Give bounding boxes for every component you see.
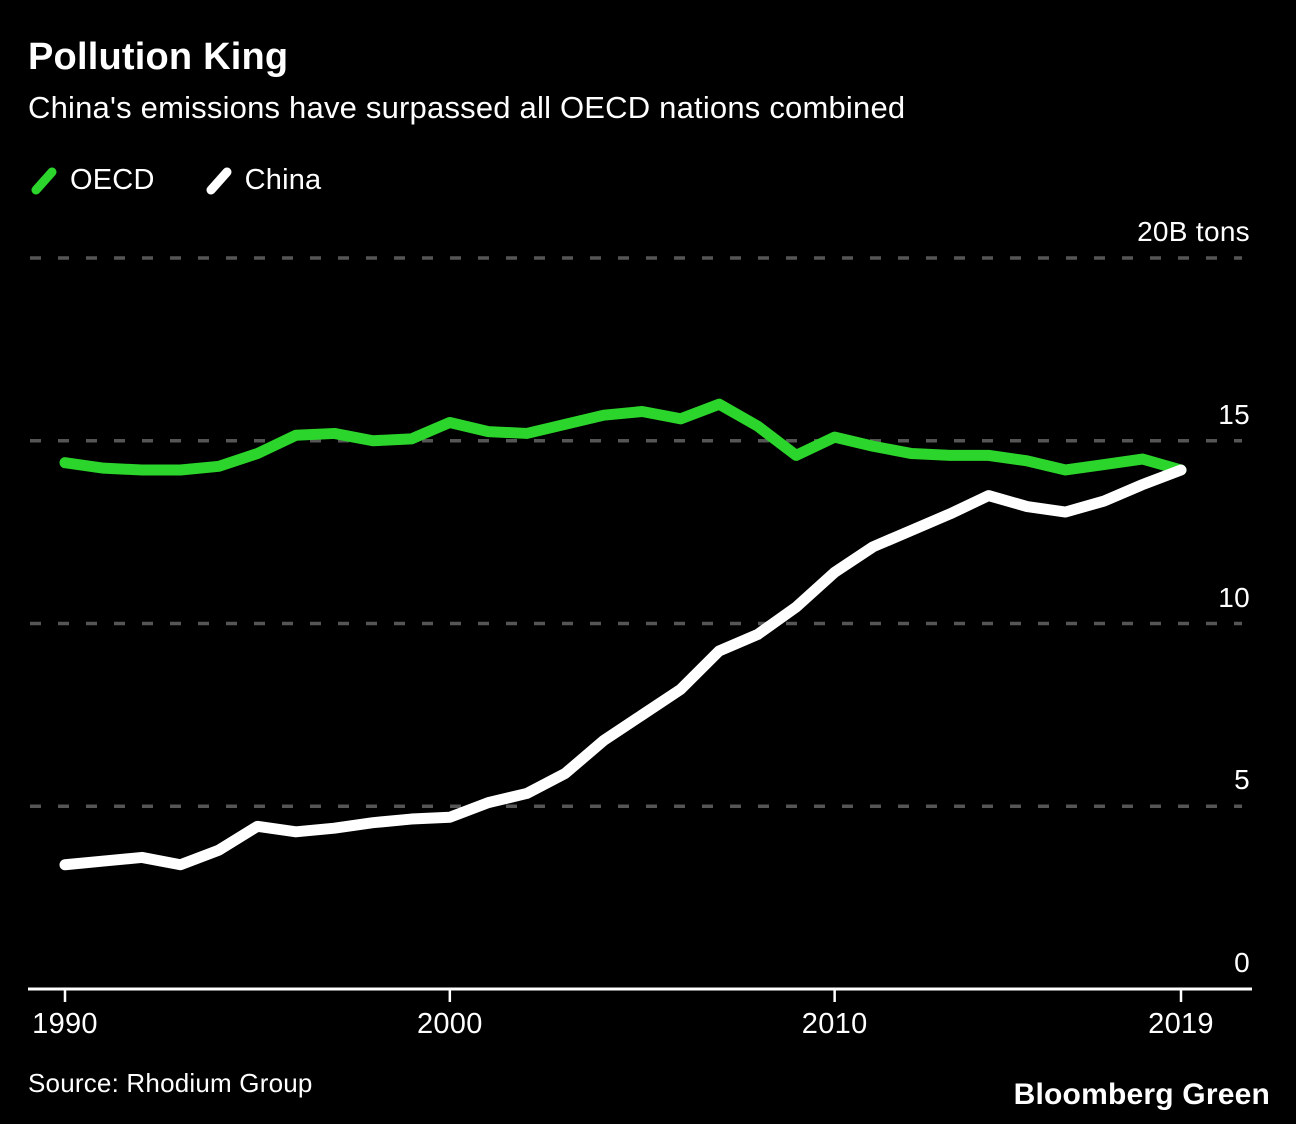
y-axis-label-0: 0: [1234, 947, 1250, 978]
brand-logo: Bloomberg Green: [1013, 1078, 1270, 1111]
y-axis-label-15: 15: [1218, 398, 1250, 430]
series-line-china: [59, 464, 1187, 871]
legend-item-oecd: OECD: [30, 164, 155, 197]
y-axis-label-10: 10: [1218, 581, 1250, 613]
x-axis-label-2010: 2010: [801, 1008, 868, 1040]
y-axis-label-20: 20B tons: [1137, 216, 1250, 247]
x-axis-label-2000: 2000: [416, 1008, 483, 1040]
legend-item-china: China: [205, 164, 322, 197]
series-line-oecd: [59, 398, 1187, 476]
legend-label-oecd: OECD: [70, 164, 155, 196]
legend-label-china: China: [244, 164, 322, 196]
source-note: Source: Rhodium Group: [28, 1068, 313, 1098]
china-line-swatch-icon: [206, 167, 232, 194]
legend: OECD China: [30, 164, 321, 197]
y-axis-label-5: 5: [1234, 764, 1250, 796]
x-axis-label-1990: 1990: [32, 1008, 98, 1040]
chart-title: Pollution King: [28, 36, 289, 78]
x-axis-label-2019: 2019: [1148, 1008, 1214, 1040]
chart-subtitle: China's emissions have surpassed all OEC…: [28, 90, 906, 125]
oecd-line-swatch-icon: [31, 167, 57, 194]
